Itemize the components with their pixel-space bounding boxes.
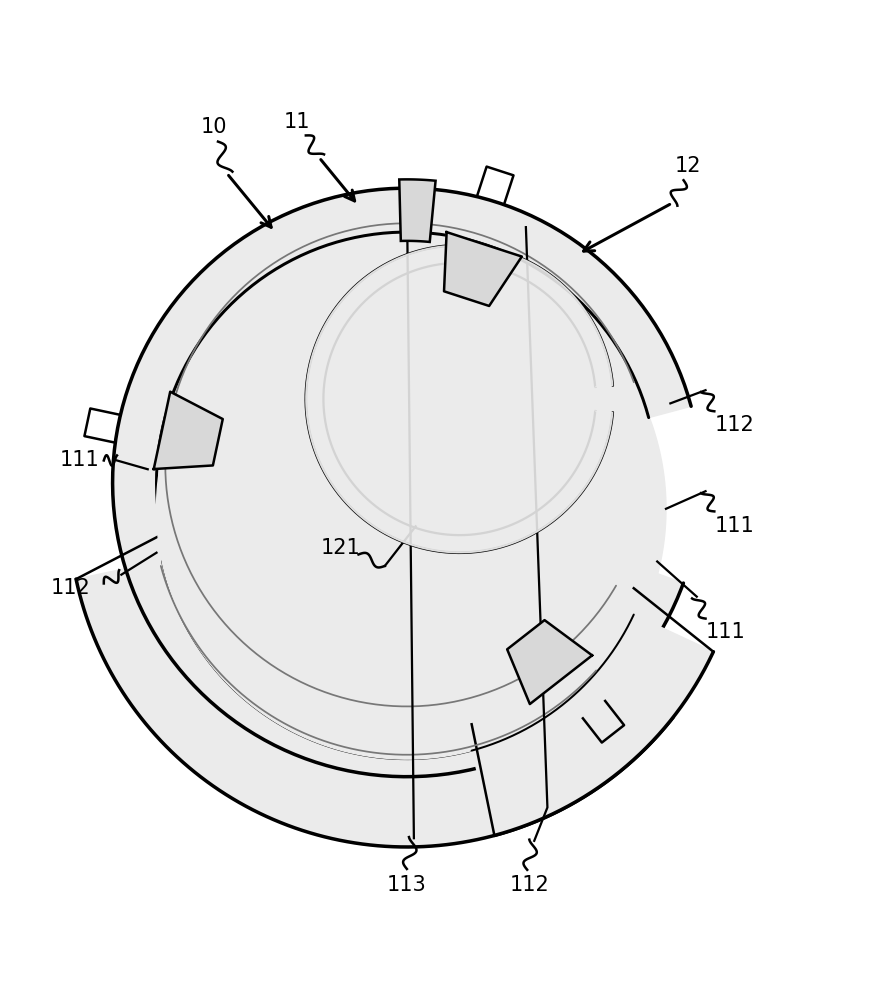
Polygon shape	[306, 245, 613, 553]
Text: 121: 121	[321, 538, 361, 558]
Polygon shape	[507, 620, 592, 704]
Polygon shape	[400, 179, 436, 242]
Text: 112: 112	[510, 875, 550, 895]
Polygon shape	[156, 258, 713, 835]
Text: 111: 111	[714, 516, 754, 536]
Text: 12: 12	[674, 156, 701, 176]
Polygon shape	[112, 188, 691, 777]
Text: 10: 10	[201, 117, 227, 137]
Text: 112: 112	[51, 578, 91, 598]
Text: 11: 11	[284, 112, 310, 132]
Text: 113: 113	[387, 875, 427, 895]
Polygon shape	[444, 232, 522, 306]
Text: 112: 112	[714, 415, 754, 435]
Polygon shape	[154, 392, 223, 469]
Text: 111: 111	[705, 622, 745, 642]
Polygon shape	[76, 250, 674, 847]
Text: 111: 111	[60, 450, 100, 470]
